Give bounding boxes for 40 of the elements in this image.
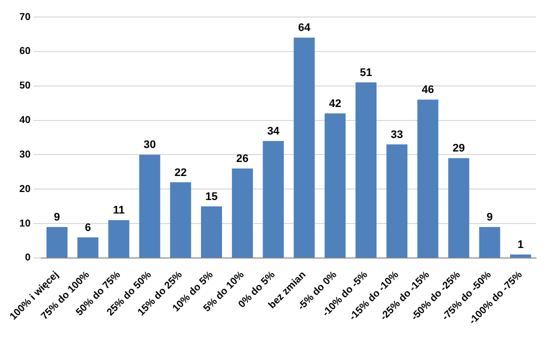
data-label: 46 — [422, 84, 434, 96]
y-tick-label: 30 — [19, 149, 31, 160]
bar — [201, 206, 222, 258]
data-label: 64 — [298, 22, 312, 34]
bar — [232, 168, 253, 258]
data-label: 30 — [144, 139, 156, 152]
y-tick-label: 40 — [19, 115, 31, 126]
y-tick-label: 10 — [19, 218, 31, 230]
data-label: 11 — [112, 204, 125, 217]
y-tick-label: 50 — [19, 80, 31, 92]
y-tick-label: 0 — [24, 252, 31, 264]
bar — [294, 38, 315, 258]
data-label: 9 — [486, 212, 493, 224]
bar — [479, 227, 500, 258]
bar — [386, 144, 408, 258]
data-label: 6 — [84, 222, 91, 234]
data-label: 34 — [267, 125, 280, 138]
bar — [417, 100, 438, 258]
data-label: 9 — [54, 212, 60, 224]
bar — [324, 113, 346, 258]
bar — [108, 220, 130, 258]
data-label: 15 — [205, 190, 218, 203]
data-label: 51 — [360, 66, 372, 79]
bar — [510, 254, 532, 258]
bar — [170, 182, 192, 258]
data-label: 42 — [329, 98, 342, 110]
y-tick-label: 60 — [19, 46, 31, 58]
data-label: 33 — [390, 128, 404, 141]
bar — [262, 140, 284, 258]
y-tick-label: 70 — [19, 12, 31, 23]
data-label: 29 — [452, 142, 465, 155]
bar — [139, 154, 160, 258]
data-label: 22 — [174, 166, 187, 179]
y-tick-label: 20 — [19, 184, 31, 195]
bar — [77, 237, 98, 258]
bar — [448, 158, 470, 258]
data-label: 1 — [517, 239, 524, 252]
bar — [46, 227, 68, 258]
bar — [356, 82, 377, 258]
data-label: 26 — [236, 153, 249, 166]
